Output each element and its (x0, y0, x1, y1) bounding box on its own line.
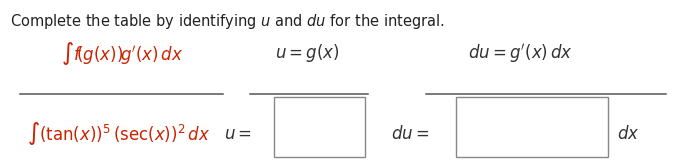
Text: $dx$: $dx$ (617, 125, 639, 143)
Text: $\int f\!\left(g(x)\right)\!g'(x)\,dx$: $\int f\!\left(g(x)\right)\!g'(x)\,dx$ (61, 40, 183, 67)
Text: $u =$: $u =$ (224, 125, 251, 143)
Text: Complete the table by identifying $\mathit{u}$ and $\mathit{du}$ for the integra: Complete the table by identifying $\math… (10, 12, 445, 31)
Text: $u = g(x)$: $u = g(x)$ (275, 42, 340, 64)
Text: $du =$: $du =$ (391, 125, 429, 143)
FancyBboxPatch shape (456, 97, 608, 157)
Text: $du = g'(x)\,dx$: $du = g'(x)\,dx$ (468, 42, 573, 65)
Text: $\int(\tan(x))^5\,(\sec(x))^2\,dx$: $\int(\tan(x))^5\,(\sec(x))^2\,dx$ (27, 120, 210, 147)
FancyBboxPatch shape (274, 97, 365, 157)
